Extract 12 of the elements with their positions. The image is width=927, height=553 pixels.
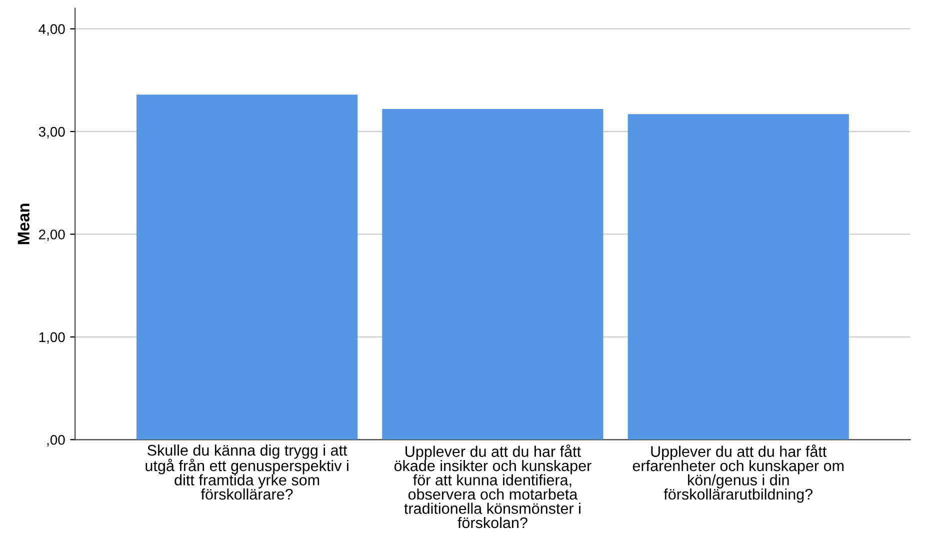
bar <box>136 94 358 440</box>
y-tick-label: 2,00 <box>39 230 65 242</box>
y-tick-label: 3,00 <box>38 126 65 138</box>
x-tick-label: Upplever du att du har fått erfarenheter och kunskaper om kön/genus i din förskollärarutbildning? <box>632 444 844 503</box>
bar <box>382 108 604 440</box>
y-tick-label: 4,00 <box>38 24 65 36</box>
y-tick-label: 1,00 <box>39 332 65 344</box>
y-axis-title: Mean <box>18 204 30 244</box>
y-tick-label: ,00 <box>47 434 65 446</box>
x-tick-label: Skulle du känna dig trygg i att utgå från ett genusperspektiv i ditt framtida yrke som förskollärare? <box>146 444 348 500</box>
x-tick-label: Upplever du att du har fått ökade insikter och kunskaper för att kunna identifiera, observera och motarbeta traditionella könsmönster i förskolan? <box>394 444 592 528</box>
bar <box>628 114 849 440</box>
